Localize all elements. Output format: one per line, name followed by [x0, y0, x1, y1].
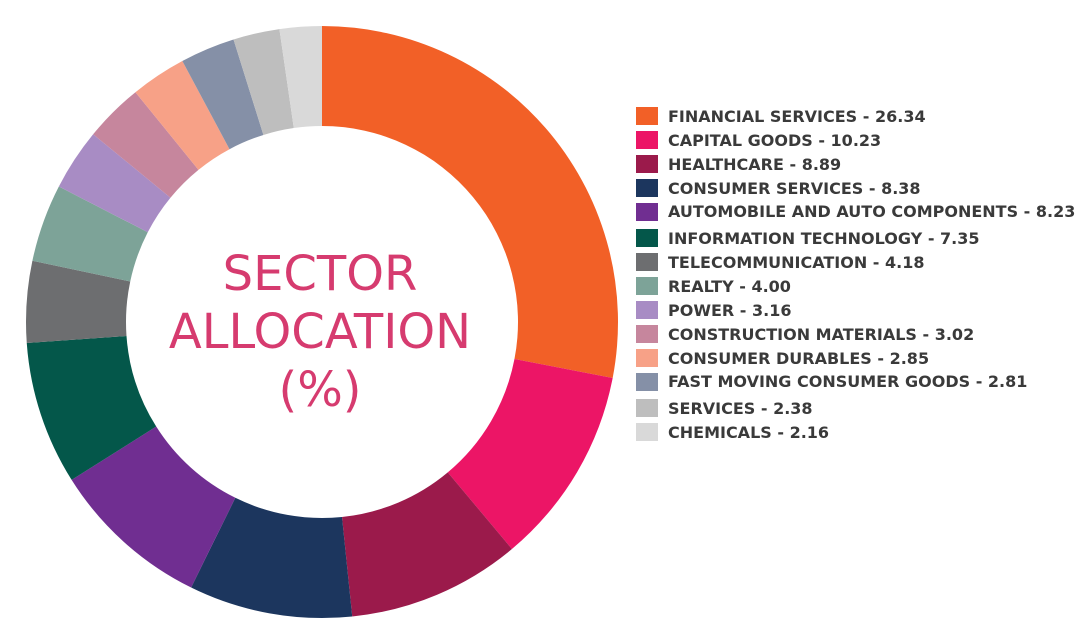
legend-swatch [636, 277, 658, 295]
legend-item: REALTY - 4.00 [636, 276, 1076, 297]
legend-item: CONSTRUCTION MATERIALS - 3.02 [636, 324, 1076, 345]
legend-label: TELECOMMUNICATION - 4.18 [668, 253, 925, 272]
slice-construction-materials [93, 92, 199, 198]
chart-legend: FINANCIAL SERVICES - 26.34 CAPITAL GOODS … [636, 106, 1076, 446]
legend-swatch [636, 373, 658, 391]
legend-label: POWER - 3.16 [668, 301, 792, 320]
slice-chemicals [279, 26, 322, 129]
slice-healthcare [342, 472, 512, 617]
slice-services [233, 29, 294, 135]
legend-swatch [636, 423, 658, 441]
donut-chart [25, 26, 619, 618]
legend-label: CONSTRUCTION MATERIALS - 3.02 [668, 325, 975, 344]
chart-title-line-1: SECTOR [222, 246, 418, 302]
legend-label: FAST MOVING CONSUMER GOODS - 2.81 [668, 372, 1028, 391]
legend-item: POWER - 3.16 [636, 300, 1076, 321]
slice-telecommunication [25, 260, 131, 344]
legend-item: FAST MOVING CONSUMER GOODS - 2.81 [636, 372, 1076, 395]
legend-label: CONSUMER SERVICES - 8.38 [668, 179, 921, 198]
legend-item: CAPITAL GOODS - 10.23 [636, 130, 1076, 151]
legend-label: INFORMATION TECHNOLOGY - 7.35 [668, 229, 980, 248]
legend-label: REALTY - 4.00 [668, 277, 791, 296]
slice-consumer-durables [135, 61, 230, 170]
legend-item: SERVICES - 2.38 [636, 398, 1076, 419]
legend-item: CONSUMER SERVICES - 8.38 [636, 178, 1076, 199]
legend-label: HEALTHCARE - 8.89 [668, 155, 842, 174]
slice-consumer-services [191, 497, 353, 618]
legend-swatch [636, 325, 658, 343]
legend-item: CONSUMER DURABLES - 2.85 [636, 348, 1076, 369]
slice-fast-moving-consumer-goods [182, 39, 264, 150]
slice-capital-goods [447, 359, 613, 550]
legend-swatch [636, 253, 658, 271]
slice-power [58, 134, 171, 233]
legend-swatch [636, 399, 658, 417]
chart-title-line-2: ALLOCATION [168, 304, 472, 360]
legend-label: CAPITAL GOODS - 10.23 [668, 131, 882, 150]
legend-label: AUTOMOBILE AND AUTO COMPONENTS - 8.23 [668, 202, 1076, 221]
legend-swatch [636, 179, 658, 197]
chart-title-line-3: (%) [278, 362, 362, 418]
slice-financial-services [322, 26, 619, 378]
legend-item: AUTOMOBILE AND AUTO COMPONENTS - 8.23 [636, 202, 1076, 225]
legend-swatch [636, 301, 658, 319]
slice-information-technology [26, 335, 157, 480]
legend-item: HEALTHCARE - 8.89 [636, 154, 1076, 175]
chart-title: SECTOR ALLOCATION (%) [130, 245, 510, 419]
slice-automobile-and-auto-components [71, 426, 236, 588]
legend-swatch [636, 349, 658, 367]
legend-swatch [636, 203, 658, 221]
legend-label: SERVICES - 2.38 [668, 399, 813, 418]
legend-label: CHEMICALS - 2.16 [668, 423, 830, 442]
legend-item: FINANCIAL SERVICES - 26.34 [636, 106, 1076, 127]
legend-swatch [636, 131, 658, 149]
legend-item: TELECOMMUNICATION - 4.18 [636, 252, 1076, 273]
legend-item: INFORMATION TECHNOLOGY - 7.35 [636, 228, 1076, 249]
slice-realty [32, 186, 148, 282]
legend-label: CONSUMER DURABLES - 2.85 [668, 349, 930, 368]
legend-swatch [636, 107, 658, 125]
legend-item: CHEMICALS - 2.16 [636, 422, 1076, 443]
legend-label: FINANCIAL SERVICES - 26.34 [668, 107, 926, 126]
legend-swatch [636, 155, 658, 173]
legend-swatch [636, 229, 658, 247]
